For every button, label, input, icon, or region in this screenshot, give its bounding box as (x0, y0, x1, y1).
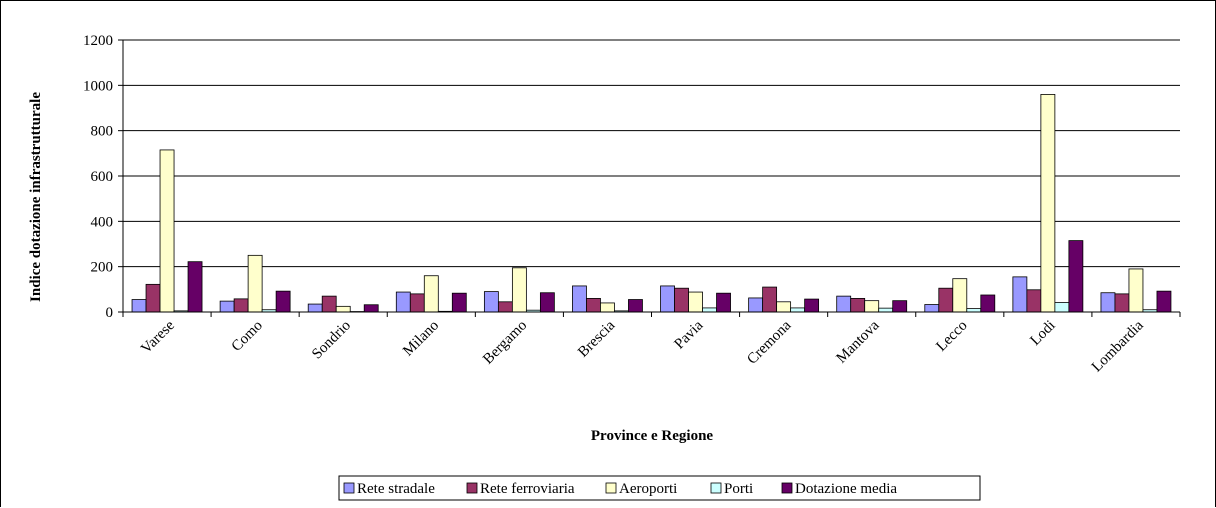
bar (1040, 94, 1056, 313)
legend-swatch (781, 482, 793, 494)
bar (628, 299, 643, 313)
x-tick-label: Brescia (575, 317, 618, 360)
bar (159, 149, 175, 313)
bar (660, 285, 675, 313)
bar (247, 254, 263, 313)
bar (321, 295, 337, 313)
x-tick-label: Bergamo (480, 318, 530, 368)
bar (776, 301, 792, 313)
bar (451, 292, 467, 313)
bar (600, 302, 615, 313)
legend-label: Aeroporti (619, 481, 677, 497)
bar (1054, 302, 1070, 313)
legend-label: Dotazione media (795, 481, 897, 497)
x-axis-label: Province e Regione (591, 428, 714, 444)
y-tick-label: 200 (91, 260, 114, 276)
bar (1128, 268, 1144, 313)
x-tick-label: Lecco (933, 318, 970, 355)
bar (748, 297, 764, 313)
bar (219, 300, 235, 313)
x-tick-label: Pavia (671, 317, 706, 352)
legend-label: Porti (724, 481, 753, 497)
bar (850, 297, 866, 313)
legend-swatch (343, 482, 355, 494)
x-tick-label: Lombardia (1089, 317, 1147, 375)
legend-swatch (605, 482, 617, 494)
y-tick-label: 600 (91, 169, 114, 185)
legend: Rete stradale Rete ferroviaria Aeroporti Po… (338, 475, 981, 501)
axes (118, 39, 1181, 317)
bar (966, 308, 982, 313)
legend-label: Rete stradale (357, 481, 435, 497)
bar (864, 300, 880, 313)
legend-label: Rete ferroviaria (480, 481, 575, 497)
bar (233, 298, 249, 313)
bar (924, 304, 940, 313)
x-tick-labels: Varese Como Sondrio Milano Bergamo Brescia Pav… (138, 317, 1147, 375)
y-axis-label: Indice dotazione infrastrutturale (28, 92, 44, 302)
bar (187, 261, 203, 313)
legend-swatch (710, 482, 722, 494)
x-tick-label: Milano (400, 318, 442, 360)
bar (275, 290, 291, 313)
bar (716, 292, 731, 313)
bars (131, 94, 1172, 313)
bar (878, 307, 894, 313)
bar (804, 298, 820, 313)
gridlines (123, 39, 1180, 268)
y-tick-label: 400 (91, 214, 114, 230)
bar (423, 275, 439, 313)
bar (688, 291, 703, 313)
x-tick-label: Varese (138, 317, 178, 357)
bar (674, 287, 689, 313)
y-tick-label: 1000 (83, 78, 113, 94)
bar (1068, 240, 1084, 313)
bar (702, 307, 717, 313)
x-tick-label: Sondrio (309, 318, 354, 363)
bar (1026, 289, 1042, 313)
x-tick-label: Cremona (744, 317, 794, 367)
bar (952, 278, 968, 313)
bar (572, 285, 587, 313)
bar (511, 267, 527, 313)
bar (395, 291, 411, 313)
bar (497, 301, 513, 313)
bar (980, 294, 996, 313)
bar (938, 287, 954, 313)
bar (335, 305, 351, 313)
y-tick-labels: 0 200 400 600 800 1000 1200 (83, 33, 113, 321)
x-tick-label: Mantova (834, 317, 883, 366)
y-tick-label: 800 (91, 124, 114, 140)
bar (363, 304, 379, 313)
legend-swatch (466, 482, 478, 494)
bar (892, 300, 908, 313)
bar (836, 295, 852, 313)
bar (483, 291, 499, 313)
legend-box (338, 475, 981, 501)
bar (307, 303, 323, 313)
x-tick-label: Lodi (1027, 318, 1058, 349)
bar (145, 283, 161, 313)
bar (539, 292, 555, 313)
bar (790, 307, 806, 313)
bar (1114, 293, 1130, 313)
y-tick-label: 1200 (83, 33, 113, 49)
bar (762, 286, 778, 313)
bar (586, 297, 601, 313)
bar (1156, 290, 1172, 313)
bar (1100, 292, 1116, 313)
bar (409, 293, 425, 313)
x-tick-label: Como (229, 318, 266, 355)
bar (131, 299, 147, 313)
y-tick-label: 0 (106, 305, 114, 321)
bar (1012, 276, 1028, 313)
